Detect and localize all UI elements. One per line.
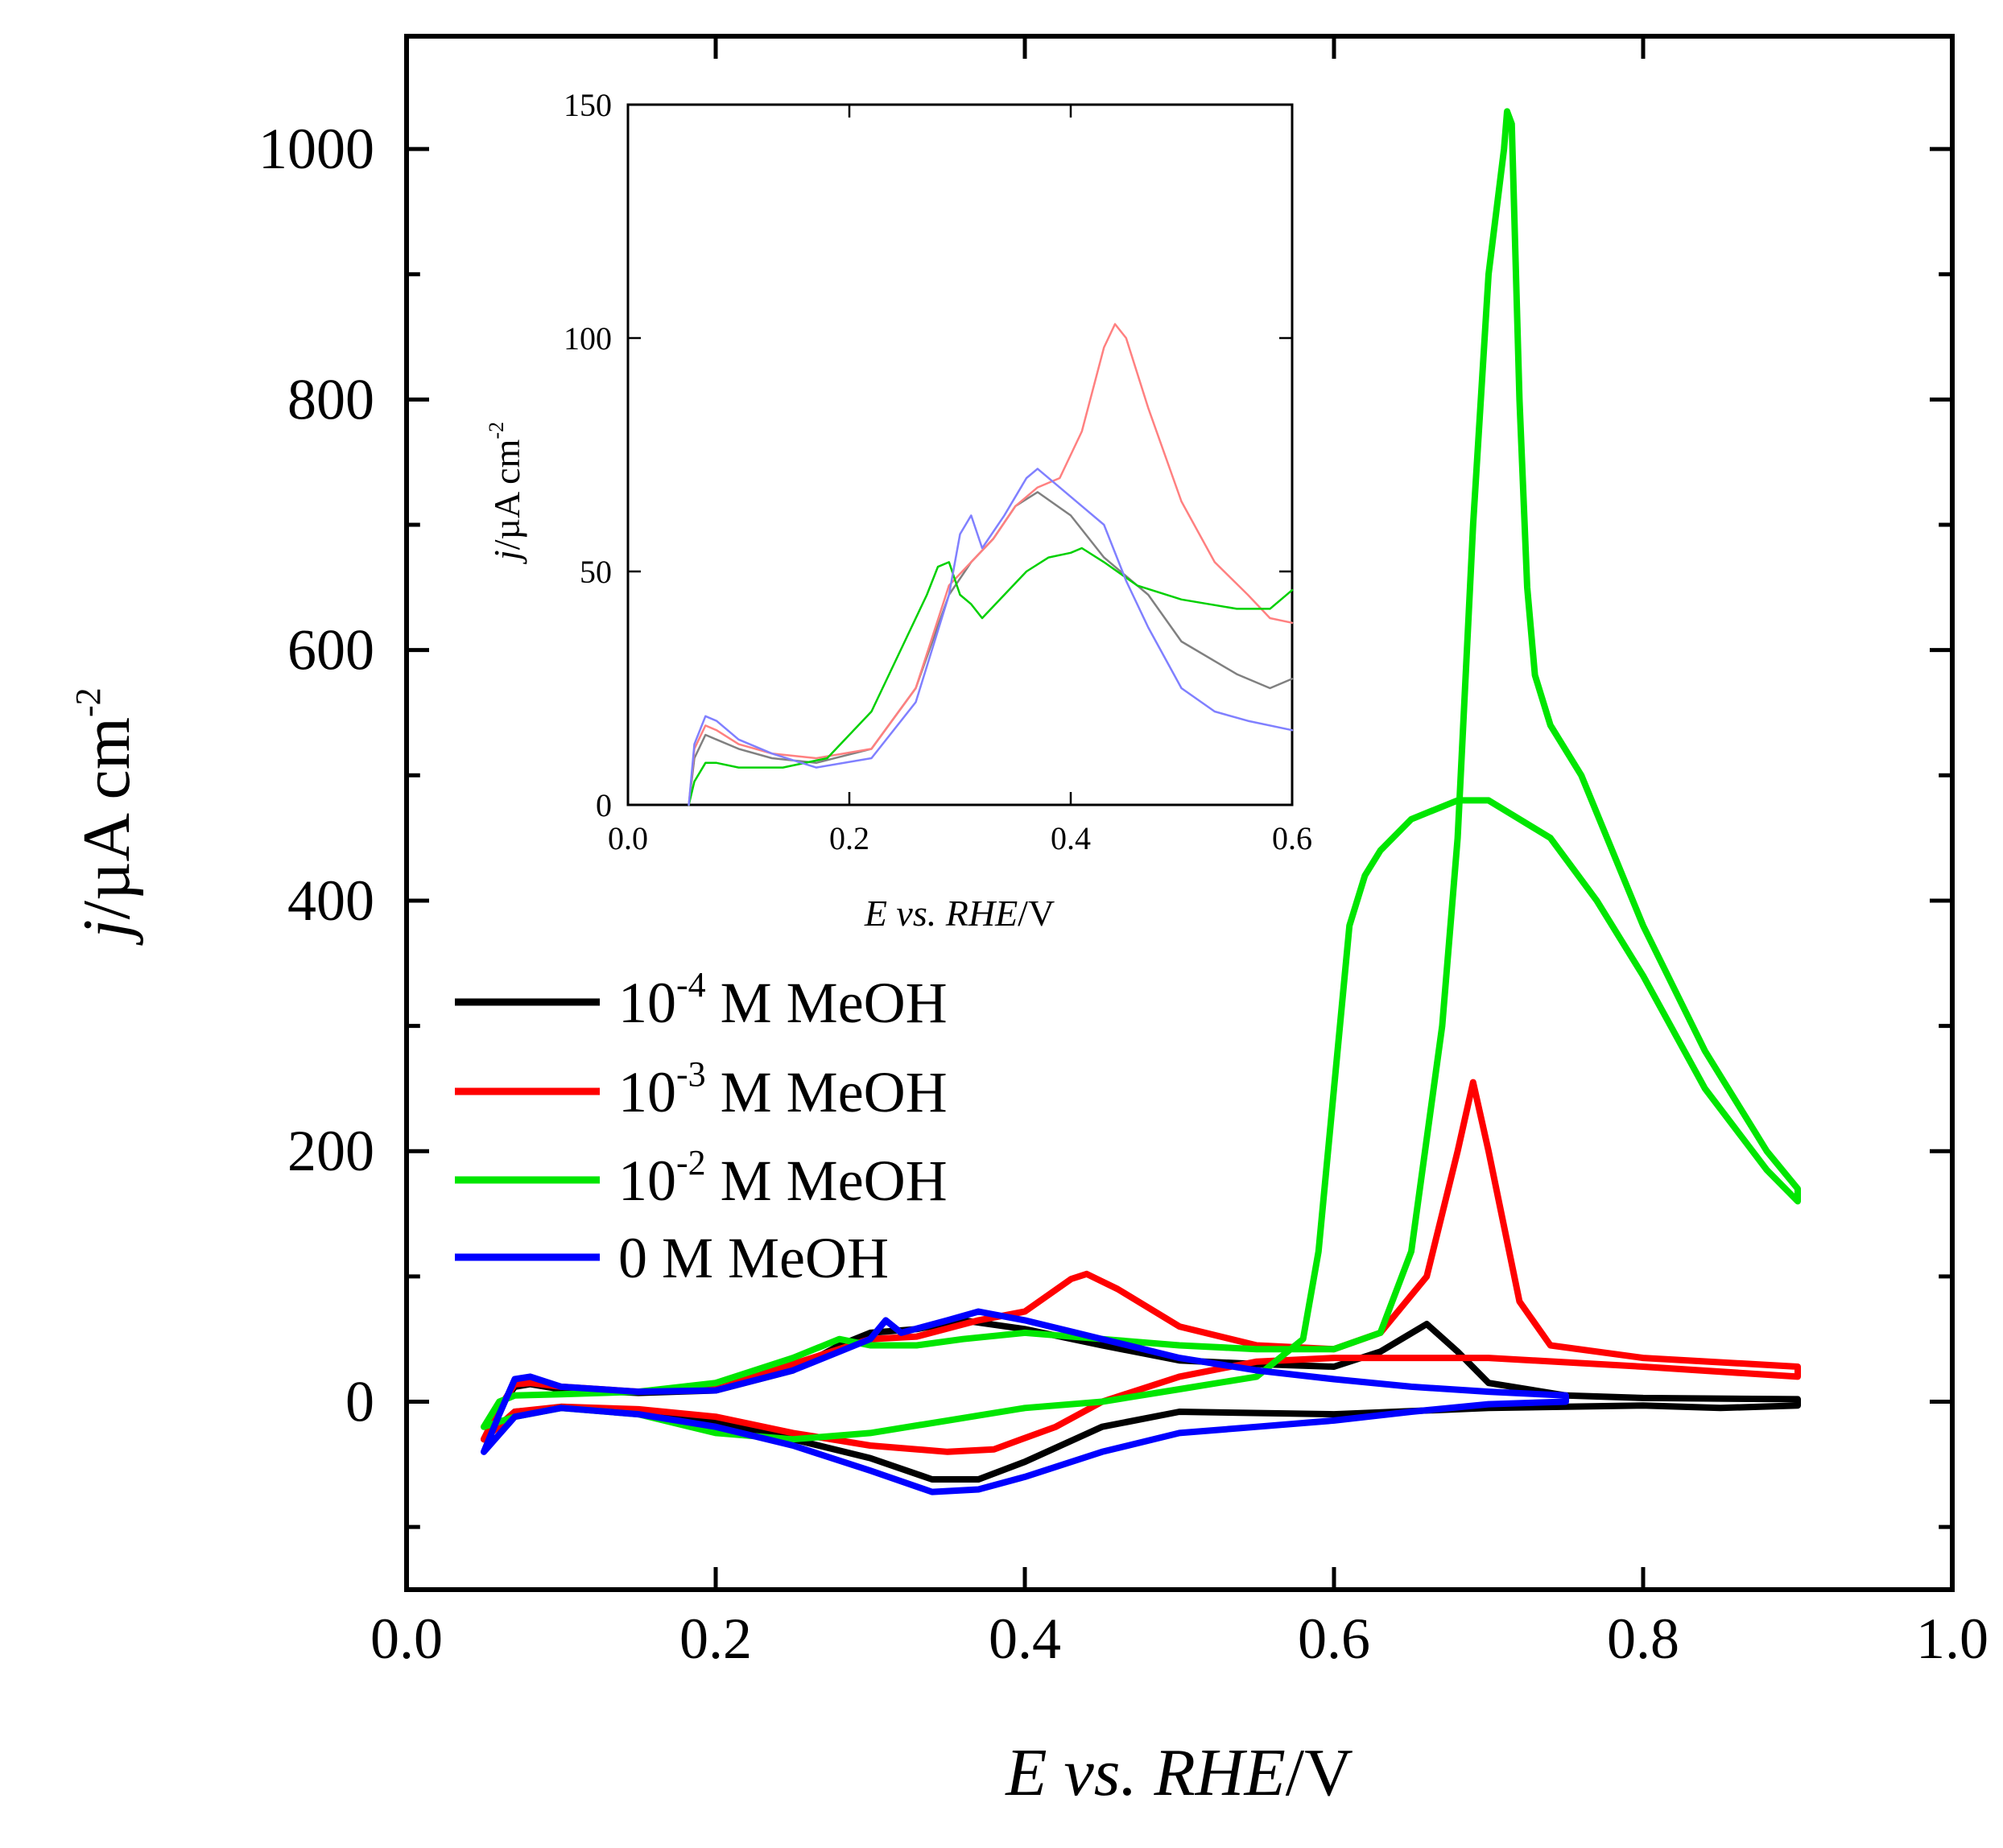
inset-x-tick-label: 0.6 <box>1272 820 1312 856</box>
main-y-axis-label-sup: -2 <box>68 687 108 717</box>
legend-label-4-rest: 0 M MeOH <box>618 1226 889 1290</box>
inset-plot-frame <box>626 103 1294 806</box>
inset-series-3 <box>688 547 1294 806</box>
legend-entry-1: 10-4 M MeOH <box>455 965 948 1035</box>
main-x-axis-label-unit: /V <box>1286 1735 1353 1810</box>
main-y-tick-label: 400 <box>287 868 374 933</box>
main-y-tick-label: 1000 <box>258 117 374 181</box>
inset-x-tick-label: 0.4 <box>1051 820 1091 856</box>
inset-y-axis-label: j/µA cm-2 <box>485 422 527 564</box>
legend-label-2: 10-3 M MeOH <box>618 1054 948 1124</box>
main-x-tick-label: 0.0 <box>370 1607 443 1671</box>
legend-label-1-rest: M MeOH <box>706 971 948 1035</box>
main-x-tick-label: 0.6 <box>1298 1607 1370 1671</box>
main-ticks <box>404 36 1955 1590</box>
main-x-tick-label: 0.8 <box>1607 1607 1679 1671</box>
main-x-tick-label: 1.0 <box>1916 1607 1989 1671</box>
legend-label-1: 10-4 M MeOH <box>618 965 948 1035</box>
legend-label-1-sup: -4 <box>676 965 706 1004</box>
inset-y-axis-label-italic: j <box>486 550 527 564</box>
main-y-tick-label: 800 <box>287 367 374 431</box>
inset-y-tick-label: 0 <box>596 787 612 823</box>
legend-label-3-base: 10 <box>618 1149 676 1213</box>
legend-label-2-rest: M MeOH <box>706 1060 948 1124</box>
legend-label-2-base: 10 <box>618 1060 676 1124</box>
main-series <box>481 108 1801 1495</box>
inset-x-axis-label-italic: E vs. RHE <box>864 893 1018 934</box>
inset-plot: 0.0 0.2 0.4 0.6 0 50 100 150 E vs. RHE/V j/µA c… <box>485 87 1312 934</box>
main-y-axis-label-unit: /µA cm <box>69 717 144 919</box>
main-series-4 <box>481 1308 1569 1495</box>
legend-label-2-sup: -3 <box>676 1054 706 1094</box>
main-x-axis-label: E vs. RHE/V <box>1005 1735 1353 1810</box>
legend-label-4: 0 M MeOH <box>618 1226 889 1290</box>
main-y-tick-label: 600 <box>287 618 374 683</box>
main-y-tick-label: 0 <box>345 1370 374 1434</box>
inset-y-axis-label-unit: /µA cm <box>486 439 527 550</box>
main-x-tick-label: 0.4 <box>989 1607 1061 1671</box>
legend-label-3-sup: -2 <box>676 1143 706 1182</box>
legend-label-1-base: 10 <box>618 971 676 1035</box>
inset-y-tick-label: 50 <box>580 554 612 590</box>
inset-y-axis-label-sup: -2 <box>485 422 508 439</box>
main-series-2 <box>481 1079 1801 1455</box>
legend-label-3-rest: M MeOH <box>706 1149 948 1213</box>
legend-entry-3: 10-2 M MeOH <box>455 1143 948 1213</box>
inset-x-tick-label: 0.2 <box>829 820 869 856</box>
legend: 10-4 M MeOH 10-3 M MeOH 10-2 M MeOH 0 M … <box>455 965 948 1290</box>
main-x-axis-label-italic: E vs. RHE <box>1005 1735 1286 1810</box>
legend-entry-4: 0 M MeOH <box>455 1226 889 1290</box>
main-series-3 <box>481 108 1801 1443</box>
inset-x-axis-label-unit: /V <box>1018 893 1055 934</box>
main-plot-frame <box>404 34 1955 1592</box>
inset-ticks <box>626 103 1294 806</box>
inset-x-axis-label: E vs. RHE/V <box>864 893 1055 934</box>
inset-series-4 <box>688 468 1294 806</box>
inset-y-tick-label: 150 <box>564 87 612 123</box>
main-y-axis-label: j/µA cm-2 <box>68 687 144 945</box>
main-x-tick-label: 0.2 <box>679 1607 752 1671</box>
inset-series-2 <box>688 323 1294 806</box>
legend-entry-2: 10-3 M MeOH <box>455 1054 948 1124</box>
inset-series <box>688 323 1294 806</box>
inset-y-tick-label: 100 <box>564 320 612 357</box>
inset-x-tick-label: 0.0 <box>608 820 648 856</box>
inset-tick-labels: 0.0 0.2 0.4 0.6 0 50 100 150 <box>564 87 1312 856</box>
legend-label-3: 10-2 M MeOH <box>618 1143 948 1213</box>
main-y-tick-label: 200 <box>287 1119 374 1183</box>
